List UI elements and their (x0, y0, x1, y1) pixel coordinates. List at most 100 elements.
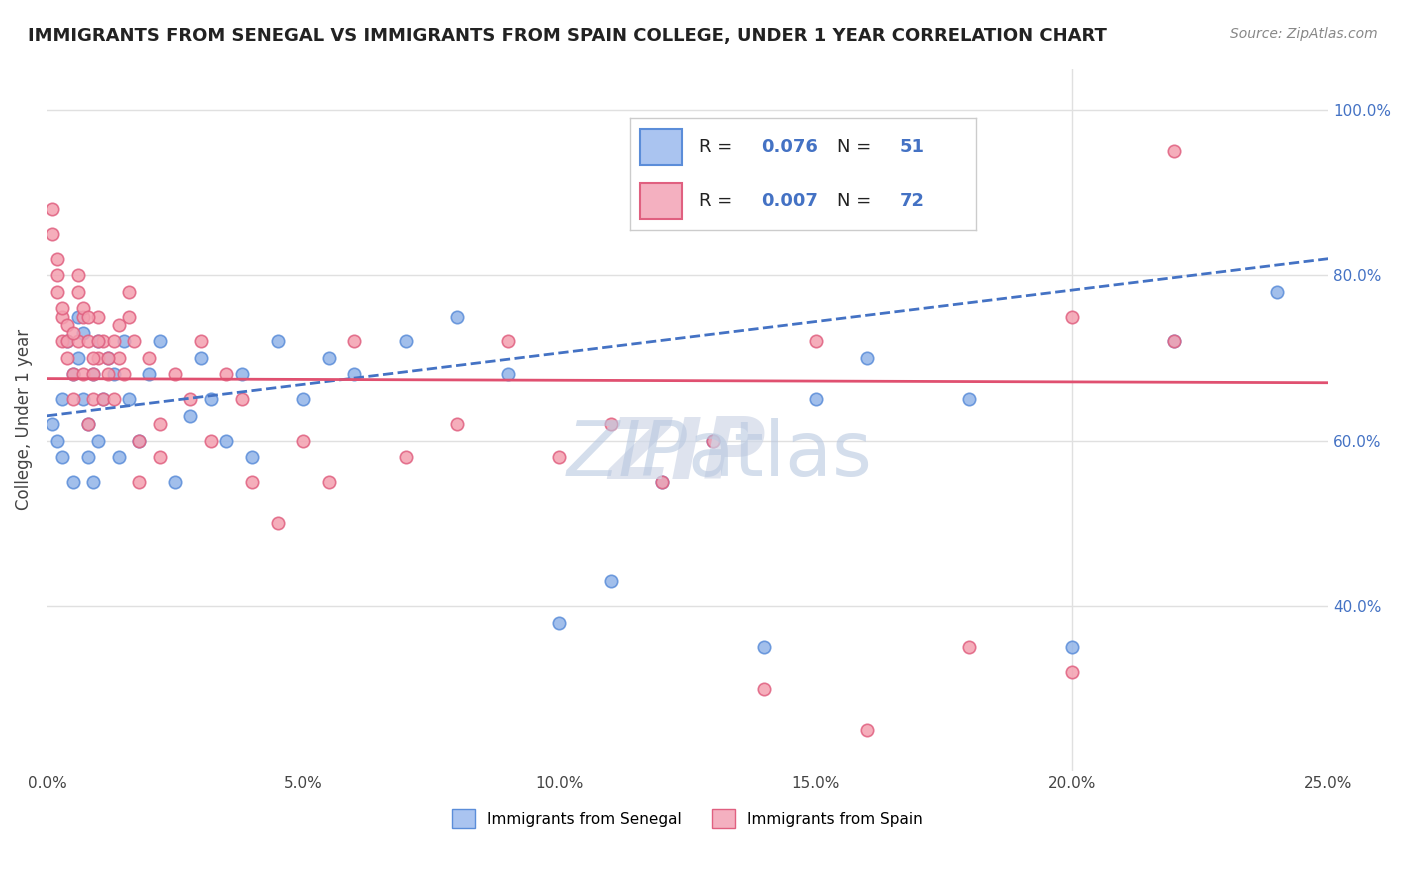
Point (215, 368, 238, 382)
Point (66, 268, 89, 283)
Point (1060, 640, 1083, 655)
Point (107, 318, 129, 332)
Point (107, 450, 129, 464)
Point (77, 417, 100, 431)
Point (292, 392, 315, 407)
Point (496, 368, 519, 382)
Point (804, 334, 827, 349)
Text: ZIP: ZIP (567, 418, 688, 492)
Point (77, 417, 100, 431)
Point (754, 681, 776, 696)
Point (82, 475, 104, 489)
Point (46, 434, 69, 448)
Point (51, 301, 73, 316)
Point (62, 475, 84, 489)
Point (651, 475, 673, 489)
Point (702, 434, 724, 448)
Point (957, 640, 980, 655)
Point (200, 434, 222, 448)
Point (97, 351, 120, 365)
Point (41, 417, 63, 431)
Point (72, 368, 94, 382)
Point (343, 334, 366, 349)
Point (266, 516, 288, 531)
Point (82, 368, 104, 382)
Point (1163, 334, 1185, 349)
Point (318, 475, 340, 489)
Point (91, 392, 114, 407)
Point (231, 392, 253, 407)
Point (122, 334, 145, 349)
Point (138, 368, 160, 382)
Point (51, 392, 73, 407)
Text: Source: ZipAtlas.com: Source: ZipAtlas.com (1230, 27, 1378, 41)
Point (179, 392, 201, 407)
Point (240, 450, 263, 464)
Point (51, 450, 73, 464)
Point (56, 351, 79, 365)
Point (179, 409, 201, 423)
Point (66, 351, 89, 365)
Text: ZIPatlas: ZIPatlas (491, 414, 884, 497)
Point (91, 334, 114, 349)
Point (128, 434, 150, 448)
Point (51, 310, 73, 324)
Point (103, 368, 125, 382)
Point (72, 392, 94, 407)
Point (107, 351, 129, 365)
Point (112, 368, 135, 382)
Point (118, 310, 141, 324)
Point (548, 615, 571, 630)
Point (62, 392, 84, 407)
Text: ZIP: ZIP (609, 414, 766, 497)
Point (266, 334, 288, 349)
Point (62, 368, 84, 382)
Point (231, 368, 253, 382)
Point (87, 334, 110, 349)
Point (1060, 310, 1083, 324)
Point (200, 392, 222, 407)
Point (318, 351, 340, 365)
Point (62, 368, 84, 382)
Point (292, 434, 315, 448)
Point (548, 450, 571, 464)
Point (72, 326, 94, 340)
Point (599, 417, 621, 431)
Point (1163, 334, 1185, 349)
Point (87, 310, 110, 324)
Point (77, 310, 100, 324)
Point (446, 417, 468, 431)
Point (62, 326, 84, 340)
Point (240, 475, 263, 489)
Point (51, 334, 73, 349)
Point (77, 450, 100, 464)
Point (496, 334, 519, 349)
Point (138, 351, 160, 365)
Point (72, 301, 94, 316)
Point (446, 310, 468, 324)
Point (702, 434, 724, 448)
Point (395, 334, 418, 349)
Point (82, 351, 104, 365)
Point (754, 640, 776, 655)
Point (87, 334, 110, 349)
Point (91, 392, 114, 407)
Point (72, 310, 94, 324)
Point (112, 334, 135, 349)
Point (1163, 145, 1185, 159)
Point (97, 368, 120, 382)
Point (1265, 285, 1288, 299)
Point (149, 334, 172, 349)
Point (66, 334, 89, 349)
Point (46, 252, 69, 266)
Point (46, 285, 69, 299)
Point (149, 417, 172, 431)
Point (957, 392, 980, 407)
Point (599, 574, 621, 589)
Point (651, 475, 673, 489)
Text: IMMIGRANTS FROM SENEGAL VS IMMIGRANTS FROM SPAIN COLLEGE, UNDER 1 YEAR CORRELATI: IMMIGRANTS FROM SENEGAL VS IMMIGRANTS FR… (28, 27, 1107, 45)
Point (149, 450, 172, 464)
Point (163, 368, 186, 382)
Y-axis label: College, Under 1 year: College, Under 1 year (15, 329, 32, 510)
Point (118, 392, 141, 407)
